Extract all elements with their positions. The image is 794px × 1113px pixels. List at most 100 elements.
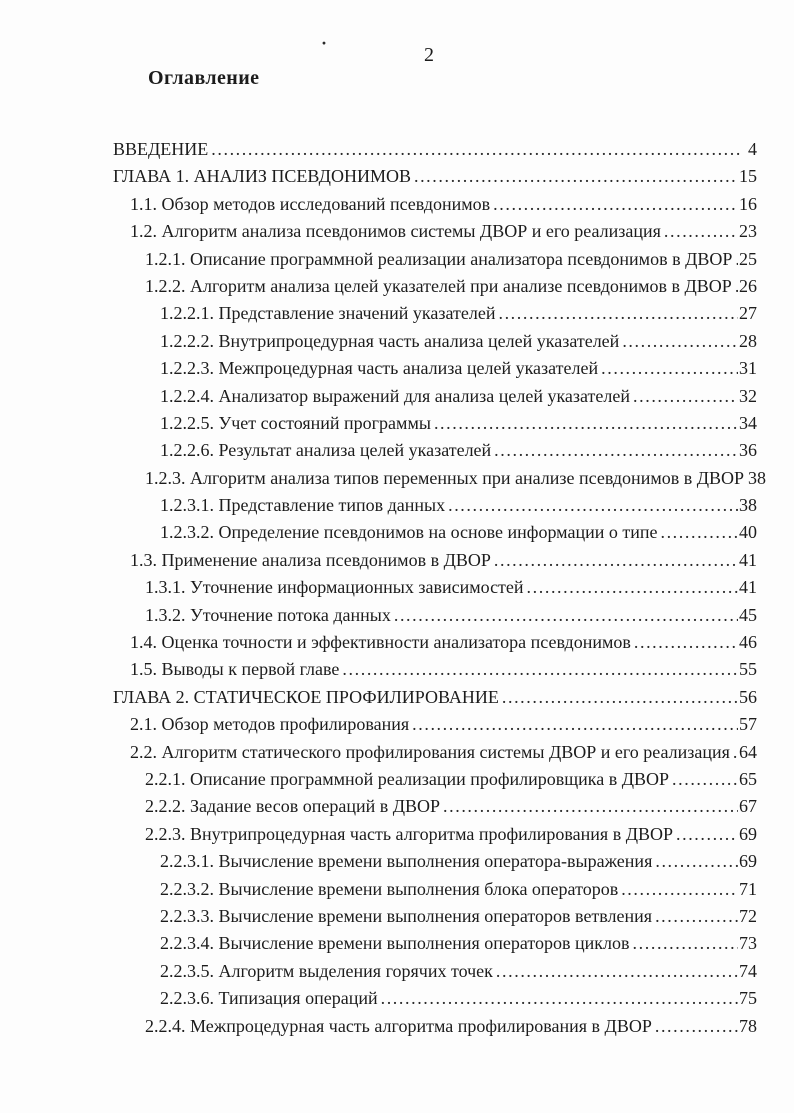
toc-entry-label: 1.2.3.1. Представление типов данных [160,495,446,516]
toc-entry-label: 1.2.2.4. Анализатор выражений для анализ… [160,385,631,406]
toc-entry: 1.2.3.1. Представление типов данных 38 [113,492,757,519]
toc-leader-dots [660,519,738,546]
stray-dot-mark: · [321,33,328,53]
toc-entry-page: 36 [739,440,757,461]
toc-entry: 1.2.3. Алгоритм анализа типов переменных… [113,465,766,492]
toc-entry: 2.2.3.4. Вычисление времени выполнения о… [113,930,757,957]
toc-entry-page: 73 [739,933,757,954]
toc-entry: 2.2.4. Межпроцедурная часть алгоритма пр… [113,1013,757,1040]
toc-leader-dots [211,136,742,163]
toc-entry-page: 74 [739,960,757,981]
toc-leader-dots [527,574,738,601]
toc-entry: 1.3. Применение анализа псевдонимов в ДВ… [113,547,757,574]
toc-leader-dots [494,437,738,464]
toc-entry: 2.2.3.1. Вычисление времени выполнения о… [113,848,757,875]
toc-leader-dots [448,492,738,519]
toc-entry-page: 69 [739,851,757,872]
toc-entry-label: 1.5. Выводы к первой главе [130,659,340,680]
toc-leader-dots [622,328,738,355]
toc-entry: 1.2.3.2. Определение псевдонимов на осно… [113,519,757,546]
toc-entry-page: 38 [739,495,757,516]
toc-entry-label: 2.2.3.1. Вычисление времени выполнения о… [160,851,653,872]
toc-entry-page: 25 [739,248,757,269]
toc-entry-page: 65 [739,768,757,789]
toc-entry: 1.2.1. Описание программной реализации а… [113,246,757,273]
toc-entry-label: 1.3.1. Уточнение информационных зависимо… [145,577,524,598]
toc-entry-page: 16 [739,193,757,214]
toc-entry-label: 2.2.2. Задание весов операций в ДВОР [145,796,441,817]
toc-leader-dots [493,191,738,218]
toc-leader-dots [342,656,738,683]
toc-entry-label: 2.2.4. Межпроцедурная часть алгоритма пр… [145,1015,652,1036]
toc-entry-label: ГЛАВА 2. СТАТИЧЕСКОЕ ПРОФИЛИРОВАНИЕ [113,686,499,707]
toc-entry-label: 1.2.2.2. Внутрипроцедурная часть анализа… [160,330,620,351]
toc-entry: 1.2.2.2. Внутрипроцедурная часть анализа… [113,328,757,355]
toc-entry: ВВЕДЕНИЕ 4 [113,136,757,163]
toc-entry-label: 1.2.3.2. Определение псевдонимов на осно… [160,522,658,543]
toc-leader-dots [502,684,738,711]
toc-entry: ГЛАВА 2. СТАТИЧЕСКОЕ ПРОФИЛИРОВАНИЕ 56 [113,684,757,711]
toc-leader-dots [621,876,738,903]
toc-leader-dots [381,985,738,1012]
toc-entry-page: 15 [739,166,757,187]
toc-entry-label: 1.3. Применение анализа псевдонимов в ДВ… [130,549,491,570]
toc-leader-dots [394,602,738,629]
toc-entry-label: 1.2. Алгоритм анализа псевдонимов систем… [130,221,661,242]
toc-entry: 1.2. Алгоритм анализа псевдонимов систем… [113,218,757,245]
toc-leader-dots [655,903,738,930]
toc-leader-dots [633,383,738,410]
toc-entry: 2.2.3.5. Алгоритм выделения горячих точе… [113,958,757,985]
toc-entry: 1.3.2. Уточнение потока данных 45 [113,602,757,629]
toc-leader-dots [412,711,738,738]
toc-leader-dots [633,930,738,957]
toc-entry-page: 34 [739,412,757,433]
toc-entry: 2.2.1. Описание программной реализации п… [113,766,757,793]
toc-entry-label: 2.2.3.2. Вычисление времени выполнения б… [160,878,619,899]
toc-leader-dots [672,766,738,793]
toc-leader-dots [414,163,738,190]
toc-entry-label: 2.2.3. Внутрипроцедурная часть алгоритма… [145,823,673,844]
toc-entry-label: ГЛАВА 1. АНАЛИЗ ПСЕВДОНИМОВ [113,166,411,187]
toc-heading: Оглавление [148,67,260,89]
toc-entry: 1.2.2.6. Результат анализа целей указате… [113,437,757,464]
toc-leader-dots [634,629,738,656]
toc-entry: 1.2.2.4. Анализатор выражений для анализ… [113,383,757,410]
toc-entry: 2.2.3.6. Типизация операций 75 [113,985,757,1012]
toc-entry-page: 75 [739,988,757,1009]
toc-entry-label: 1.1. Обзор методов исследований псевдони… [130,193,491,214]
toc-entry-page: 31 [739,358,757,379]
toc-entry: 1.3.1. Уточнение информационных зависимо… [113,574,757,601]
toc-entry-label: 2.2. Алгоритм статического профилировани… [130,741,730,762]
toc-entry: 1.2.2.1. Представление значений указател… [113,300,757,327]
toc-entry-page: 41 [739,577,757,598]
toc-entry-label: 1.2.2.3. Межпроцедурная часть анализа це… [160,358,599,379]
toc-leader-dots [655,1013,738,1040]
page-number: 2 [424,44,434,66]
toc-entry-label: 1.2.2.5. Учет состояний программы [160,412,431,433]
toc-entry-label: 2.2.3.6. Типизация операций [160,988,378,1009]
toc-entry-page: 71 [739,878,757,899]
toc-entry-label: 1.2.3. Алгоритм анализа типов переменных… [145,467,745,488]
toc-entry-label: 2.2.3.3. Вычисление времени выполнения о… [160,905,653,926]
toc-entry-page: 45 [739,604,757,625]
toc-entry: 2.2.3.2. Вычисление времени выполнения б… [113,876,757,903]
toc-entry-label: 1.3.2. Уточнение потока данных [145,604,391,625]
toc-entry-label: 2.2.3.4. Вычисление времени выполнения о… [160,933,630,954]
toc-leader-dots [494,547,738,574]
toc-entry: 1.4. Оценка точности и эффективности ана… [113,629,757,656]
toc-entry-page: 40 [739,522,757,543]
toc-entry: 1.2.2.3. Межпроцедурная часть анализа це… [113,355,757,382]
toc-entry-page: 78 [739,1015,757,1036]
toc-entry: 1.2.2. Алгоритм анализа целей указателей… [113,273,757,300]
toc-entry-label: 2.2.1. Описание программной реализации п… [145,768,670,789]
toc-entry-page: 57 [739,714,757,735]
toc-entry-page: 32 [739,385,757,406]
toc-entry-label: 1.2.1. Описание программной реализации а… [145,248,733,269]
toc-entry-page: 64 [739,741,757,762]
toc-leader-dots [655,848,738,875]
toc-entry-page: 26 [739,275,757,296]
toc-entry-page: 41 [739,549,757,570]
toc-entry: 2.2.2. Задание весов операций в ДВОР 67 [113,793,757,820]
toc-entry-page: 23 [739,221,757,242]
